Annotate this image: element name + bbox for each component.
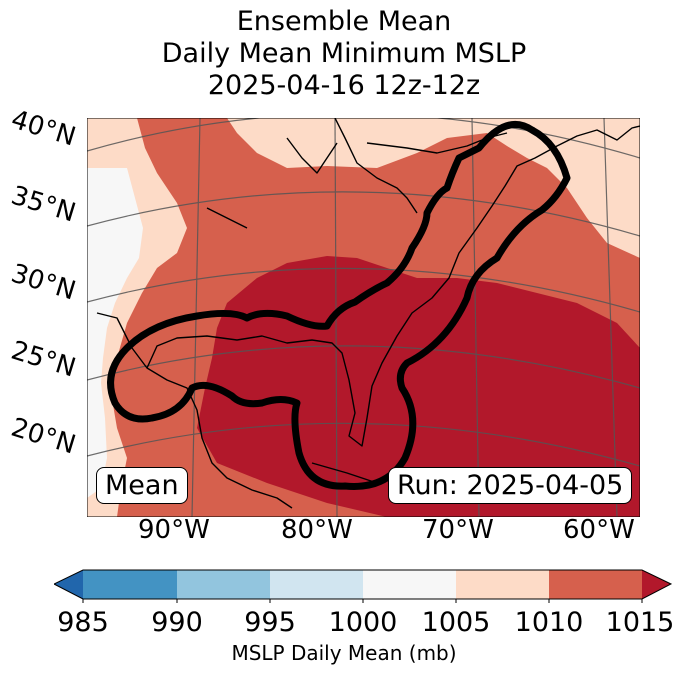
- colorbar-1000-1005: [363, 570, 456, 599]
- colorbar-over-arrow: [642, 570, 671, 599]
- colorbar: [54, 569, 672, 603]
- lat-label-40n: 40°N: [7, 104, 80, 153]
- colorbar-under-arrow: [54, 570, 83, 599]
- lat-label-25n: 25°N: [7, 335, 80, 384]
- colorbar-1005-1010: [456, 570, 549, 599]
- lon-label-70w: 70°W: [422, 515, 494, 545]
- colorbar-tick-1010: 1010: [514, 607, 584, 638]
- title-line-2: Daily Mean Minimum MSLP: [161, 38, 527, 69]
- mean-label: Mean: [96, 467, 188, 504]
- colorbar-990-995: [177, 570, 270, 599]
- lon-label-90w: 90°W: [138, 515, 210, 545]
- colorbar-1010-1015: [549, 570, 642, 599]
- mean-track-contour: [107, 120, 571, 490]
- mslp-map: [87, 118, 640, 517]
- run-label: Run: 2025-04-05: [388, 467, 633, 504]
- lat-label-35n: 35°N: [7, 180, 80, 229]
- colorbar-tick-1015: 1015: [605, 607, 675, 638]
- lat-label-20n: 20°N: [7, 412, 80, 461]
- title-line-3: 2025-04-16 12z-12z: [207, 70, 481, 101]
- colorbar-tick-1005: 1005: [421, 607, 491, 638]
- colorbar-tick-985: 985: [57, 607, 109, 638]
- colorbar-tick-1000: 1000: [328, 607, 398, 638]
- colorbar-tick-990: 990: [151, 607, 203, 638]
- colorbar-995-1000: [270, 570, 363, 599]
- colorbar-label: MSLP Daily Mean (mb): [231, 641, 457, 665]
- lon-label-80w: 80°W: [281, 515, 353, 545]
- colorbar-985-990: [83, 570, 177, 599]
- colorbar-tick-995: 995: [244, 607, 296, 638]
- lat-label-30n: 30°N: [7, 258, 80, 307]
- title-line-1: Ensemble Mean: [236, 6, 452, 37]
- lon-label-60w: 60°W: [563, 515, 635, 545]
- fill-1000-1005: [87, 168, 143, 498]
